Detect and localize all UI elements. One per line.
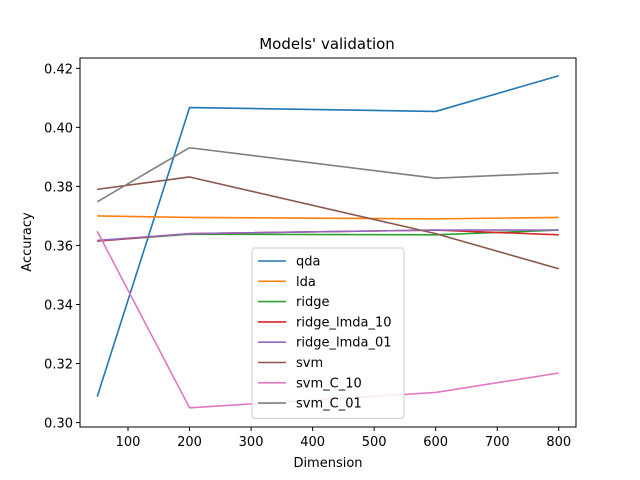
- legend-label-svm-C-10: svm_C_10: [296, 376, 362, 391]
- x-axis: 100 200 300 400 500 600 700 800: [116, 427, 571, 450]
- legend-label-ridge: ridge: [296, 295, 329, 310]
- x-axis-label: Dimension: [293, 456, 362, 471]
- x-tick-label: 100: [116, 435, 141, 450]
- y-tick-label: 0.40: [44, 121, 73, 136]
- legend: qda lda ridge ridge_lmda_10 ridge_lmda_01svm…: [251, 247, 405, 419]
- x-tick-label: 200: [177, 435, 202, 450]
- axes-frame: [79, 57, 577, 428]
- legend-label-ridge-lmda-10: ridge_lmda_10: [296, 315, 392, 330]
- legend-label-lda: lda: [296, 275, 316, 290]
- legend-label-svm-C-01: svm_C_01: [296, 397, 362, 412]
- x-tick-label: 800: [546, 435, 571, 450]
- y-tick-label: 0.36: [44, 239, 73, 254]
- y-tick-label: 0.30: [44, 417, 73, 432]
- series-line-svm: [97, 176, 559, 270]
- y-axis: 0.30 0.32 0.34 0.36 0.38 0.40 0.42: [44, 62, 80, 432]
- x-tick-label: 600: [423, 435, 448, 450]
- series-line-lda: [97, 215, 559, 220]
- y-axis-label: Accuracy: [20, 212, 35, 272]
- legend-label-ridge-lmda-01: ridge_lmda_01: [296, 336, 392, 351]
- chart-title: Models' validation: [259, 35, 395, 53]
- y-tick-label: 0.42: [44, 62, 73, 77]
- y-tick-label: 0.32: [44, 358, 73, 373]
- series-layer: [96, 74, 559, 409]
- x-tick-label: 300: [239, 435, 264, 450]
- series-line-svm-C-01: [96, 146, 559, 203]
- y-tick-label: 0.34: [44, 298, 73, 313]
- x-tick-label: 500: [362, 435, 387, 450]
- legend-label-qda: qda: [296, 255, 320, 270]
- series-line-ridge-lmda-01: [97, 229, 559, 242]
- x-tick-label: 400: [300, 435, 325, 450]
- y-tick-label: 0.38: [44, 180, 73, 195]
- x-tick-label: 700: [485, 435, 510, 450]
- legend-box: [251, 247, 405, 419]
- series-line-qda: [96, 74, 559, 397]
- legend-label-svm: svm: [296, 356, 323, 371]
